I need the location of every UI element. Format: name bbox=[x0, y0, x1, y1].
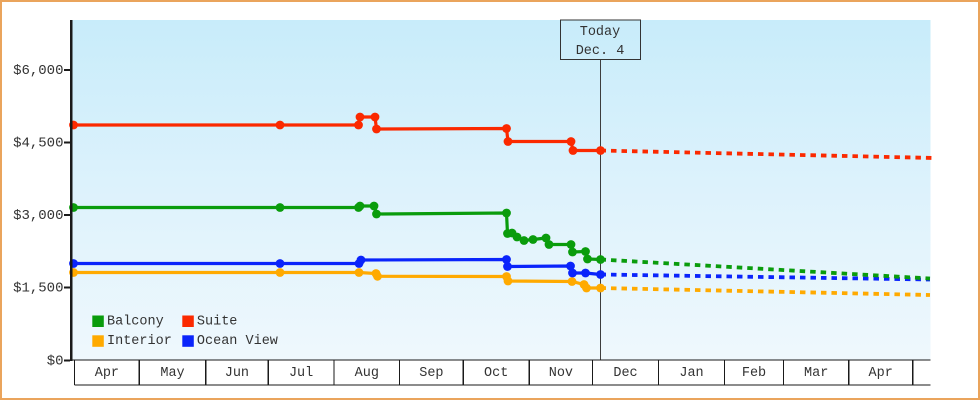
svg-text:Mar: Mar bbox=[804, 366, 828, 381]
svg-text:Jun: Jun bbox=[225, 366, 249, 381]
svg-text:Nov: Nov bbox=[549, 366, 573, 381]
svg-text:Today: Today bbox=[580, 25, 621, 40]
svg-text:Apr: Apr bbox=[869, 366, 893, 381]
svg-text:Aug: Aug bbox=[355, 366, 379, 381]
svg-text:Jan: Jan bbox=[679, 366, 703, 381]
svg-text:Dec: Dec bbox=[613, 366, 637, 381]
svg-text:Feb: Feb bbox=[742, 366, 766, 381]
svg-text:$0: $0 bbox=[47, 354, 64, 370]
svg-text:Interior: Interior bbox=[107, 334, 172, 349]
svg-text:$3,000: $3,000 bbox=[13, 208, 63, 224]
svg-text:May: May bbox=[160, 366, 184, 381]
svg-text:Apr: Apr bbox=[95, 366, 119, 381]
svg-text:Oct: Oct bbox=[484, 366, 508, 381]
svg-text:Suite: Suite bbox=[197, 314, 238, 329]
svg-text:$4,500: $4,500 bbox=[13, 136, 63, 152]
svg-text:$6,000: $6,000 bbox=[13, 63, 63, 79]
svg-text:Ocean View: Ocean View bbox=[197, 334, 278, 349]
svg-text:Sep: Sep bbox=[419, 366, 443, 381]
svg-text:Balcony: Balcony bbox=[107, 314, 164, 329]
svg-text:Jul: Jul bbox=[289, 366, 313, 381]
svg-text:Dec. 4: Dec. 4 bbox=[576, 44, 625, 59]
svg-text:$1,500: $1,500 bbox=[13, 281, 63, 297]
